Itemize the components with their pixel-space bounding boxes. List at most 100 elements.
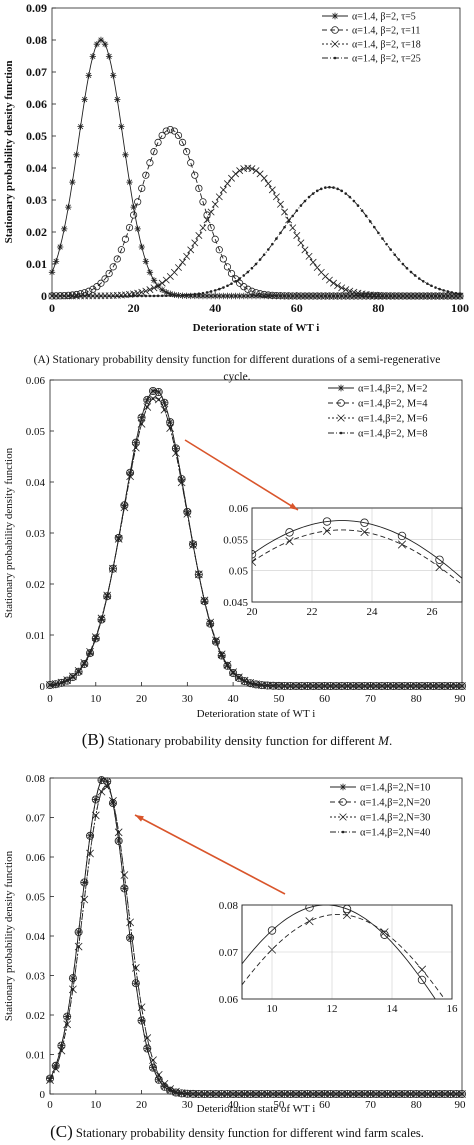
- data-point: [426, 684, 429, 688]
- data-point: [71, 294, 74, 298]
- data-point: [87, 294, 91, 298]
- data-point: [342, 292, 350, 300]
- data-point: [237, 675, 241, 679]
- inset-data-point: [305, 917, 314, 926]
- data-point: [460, 684, 464, 688]
- data-point: [352, 199, 356, 203]
- data-point: [437, 1092, 441, 1096]
- data-point: [170, 268, 178, 276]
- data-point: [79, 294, 82, 298]
- legend-marker: [331, 12, 339, 20]
- data-point: [100, 617, 103, 620]
- data-point: [103, 294, 107, 298]
- data-point: [454, 1092, 458, 1096]
- data-point: [48, 1078, 52, 1082]
- data-point: [230, 282, 233, 285]
- data-point: [389, 1090, 398, 1099]
- y-axis-label: Stationary probability density function: [3, 447, 15, 618]
- inset-x-tick-label: 10: [267, 1003, 279, 1015]
- data-point: [138, 184, 146, 192]
- data-point: [434, 286, 437, 289]
- data-point: [285, 292, 292, 300]
- data-point: [346, 1092, 349, 1096]
- data-point: [207, 223, 215, 232]
- inset-data-point: [435, 555, 444, 564]
- data-point: [346, 292, 354, 300]
- data-point: [117, 537, 120, 541]
- data-point: [214, 639, 218, 642]
- data-point: [91, 294, 95, 298]
- inset-data-point: [360, 527, 369, 537]
- x-tick-label: 80: [411, 1099, 423, 1111]
- y-tick-label: 0: [41, 289, 47, 303]
- y-axis-label: Stationary probability density function: [3, 61, 15, 244]
- data-point: [295, 209, 299, 212]
- data-point: [173, 294, 176, 297]
- data-point: [54, 682, 58, 686]
- data-point: [185, 293, 188, 297]
- legend-marker: [341, 830, 345, 834]
- data-point: [374, 684, 378, 688]
- data-point: [194, 570, 203, 579]
- caption-b-letter: (B): [81, 730, 105, 749]
- inset-border: [251, 507, 463, 603]
- legend-label: α=1.4,β=2,N=30: [360, 813, 430, 824]
- data-point: [311, 1092, 315, 1096]
- data-point: [260, 290, 268, 299]
- data-point: [329, 292, 338, 300]
- data-point: [386, 1092, 389, 1096]
- data-point: [130, 211, 138, 219]
- data-point: [409, 684, 412, 688]
- data-point: [293, 292, 301, 300]
- data-point: [118, 123, 125, 130]
- data-point: [209, 290, 213, 293]
- y-tick-label: 0.05: [26, 426, 46, 438]
- inset-data-point: [417, 975, 427, 985]
- data-point: [65, 1023, 69, 1026]
- data-point: [437, 684, 441, 688]
- data-point: [389, 248, 392, 251]
- data-point: [265, 292, 272, 300]
- x-tick-label: 20: [128, 301, 140, 315]
- inset-data-point: [252, 550, 257, 559]
- data-point: [158, 131, 166, 140]
- data-point: [143, 1044, 151, 1053]
- inset-data-point: [397, 540, 407, 549]
- data-point: [236, 292, 243, 300]
- y-tick-label: 0.07: [26, 65, 47, 79]
- data-point: [85, 287, 93, 295]
- data-point: [266, 248, 270, 251]
- data-point: [58, 294, 62, 298]
- data-point: [131, 979, 140, 988]
- data-point: [333, 292, 342, 300]
- data-point: [197, 292, 201, 296]
- plot-frame: [51, 7, 461, 297]
- x-tick-label: 10: [90, 1099, 102, 1111]
- data-point: [336, 187, 339, 191]
- data-point: [454, 291, 458, 295]
- data-point: [392, 1092, 395, 1096]
- data-point: [226, 663, 229, 667]
- data-point: [223, 263, 232, 271]
- data-point: [405, 266, 409, 270]
- data-point: [187, 246, 195, 254]
- inset-series: [252, 517, 462, 586]
- data-point: [409, 270, 413, 274]
- data-point: [163, 289, 170, 296]
- data-point: [454, 684, 458, 688]
- data-point: [285, 216, 293, 224]
- data-point: [83, 294, 86, 298]
- data-point: [199, 224, 207, 232]
- data-point: [200, 597, 209, 606]
- data-point: [121, 235, 130, 243]
- data-point: [332, 186, 335, 189]
- data-point: [368, 220, 372, 223]
- data-point: [277, 292, 284, 300]
- x-tick-label: 70: [365, 693, 377, 705]
- legend-marker: [331, 40, 339, 48]
- data-point: [426, 1092, 429, 1096]
- data-point: [145, 1036, 149, 1040]
- data-point: [291, 214, 295, 218]
- data-point: [223, 661, 232, 670]
- data-point: [97, 36, 105, 44]
